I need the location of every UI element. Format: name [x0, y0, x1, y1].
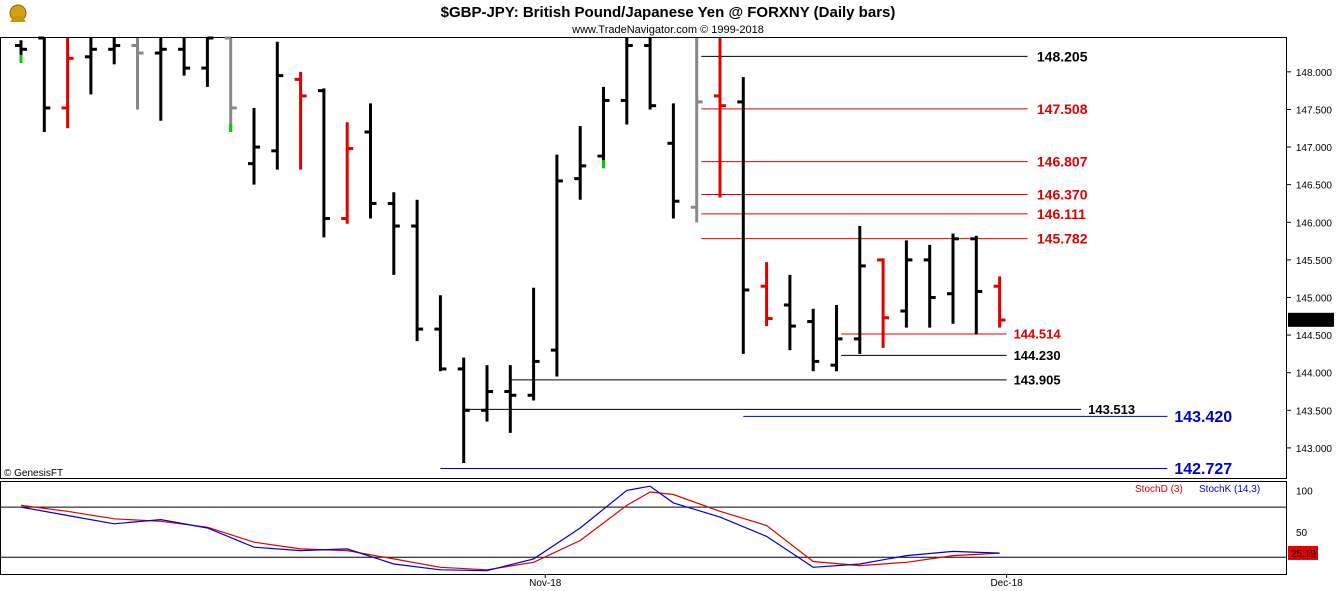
- last-price-label: 144.703: [1295, 316, 1332, 327]
- ohlc-bar: [737, 77, 750, 354]
- ohlc-bar: [550, 154, 563, 377]
- watermark: © GenesisFT: [4, 468, 63, 479]
- stoch-last-value-label: 25.19: [1291, 549, 1316, 560]
- stoch-series-line: [20, 491, 1000, 571]
- price-tick-label: 147.500: [1296, 105, 1333, 116]
- stoch-panel-frame: [0, 481, 1287, 575]
- ohlc-bar: [923, 244, 936, 328]
- trade-navigator-logo-icon: [9, 4, 27, 22]
- price-tick-label: 147.000: [1296, 143, 1333, 154]
- ohlc-bar: [620, 38, 633, 125]
- price-tick-label: 143.000: [1296, 444, 1333, 455]
- stoch-tick-label: 100: [1296, 486, 1313, 497]
- ohlc-bar: [970, 235, 983, 335]
- ohlc-bar: [690, 38, 703, 223]
- ohlc-bar: [667, 103, 680, 219]
- ohlc-bar: [15, 40, 27, 63]
- level-label: 142.727: [1174, 461, 1232, 478]
- ohlc-bar: [807, 308, 820, 372]
- level-label: 143.905: [1014, 372, 1061, 387]
- x-tick-label: Dec-18: [990, 578, 1023, 589]
- ohlc-bar: [411, 199, 424, 342]
- ohlc-bar: [38, 36, 51, 133]
- x-tick-label: Nov-18: [529, 578, 562, 589]
- last-price-box: [1288, 312, 1334, 327]
- level-label: 147.508: [1037, 101, 1088, 117]
- price-tick-label: 145.000: [1296, 293, 1333, 304]
- stoch-series-line: [20, 485, 1000, 572]
- legend-stoch-d: StochD (3): [1135, 484, 1183, 495]
- stoch-last-value-box: [1288, 545, 1318, 560]
- ohlc-bar: [527, 287, 540, 401]
- price-tick-label: 143.500: [1296, 406, 1333, 417]
- ohlc-bar: [317, 88, 330, 238]
- price-panel-frame: [0, 37, 1287, 479]
- level-label: 144.230: [1014, 348, 1061, 363]
- stochastic-plot: [1, 485, 1286, 572]
- level-label: 143.513: [1088, 402, 1135, 417]
- price-tick-label: 145.500: [1296, 256, 1333, 267]
- ohlc-bar: [248, 107, 260, 185]
- ohlc-bar: [644, 38, 657, 110]
- axes: 148.000 147.500 147.000 146.500 146.000 145.5…: [529, 68, 1334, 589]
- level-label: 148.205: [1037, 48, 1088, 64]
- ohlc-bar: [341, 122, 354, 224]
- ohlc-bar: [830, 305, 843, 372]
- ohlc-bar: [201, 36, 214, 87]
- ohlc-bar: [877, 258, 890, 348]
- ohlc-bar: [947, 233, 959, 324]
- ohlc-bar: [783, 274, 796, 351]
- level-label: 144.514: [1014, 327, 1062, 342]
- ohlc-bar: [154, 38, 167, 121]
- ohlc-bar: [481, 365, 493, 422]
- ohlc-bar: [84, 38, 97, 95]
- ohlc-bar: [853, 226, 866, 354]
- ohlc-bar: [457, 357, 470, 463]
- chart-subtitle: www.TradeNavigator.com © 1999-2018: [571, 24, 764, 36]
- level-label: 146.111: [1037, 206, 1086, 222]
- price-tick-label: 148.000: [1296, 68, 1333, 79]
- level-label: 146.370: [1037, 186, 1088, 202]
- price-tick-label: 146.500: [1296, 181, 1333, 192]
- ohlc-bar: [224, 36, 237, 133]
- ohlc-bar: [294, 71, 307, 170]
- ohlc-bar: [61, 38, 74, 129]
- ohlc-bar: [760, 262, 773, 327]
- ohlc-bar: [993, 276, 1006, 328]
- ohlc-bar: [900, 240, 913, 328]
- price-plot: 148.205 147.508 146.807 146.370 146.111 145.7…: [15, 36, 1232, 478]
- price-tick-label: 146.000: [1296, 218, 1333, 229]
- ohlc-bar: [504, 365, 517, 433]
- chart-title: $GBP-JPY: British Pound/Japanese Yen @ F…: [441, 4, 896, 21]
- legend-stoch-k: StochK (14,3): [1199, 484, 1260, 495]
- ohlc-bar: [387, 192, 400, 275]
- ohlc-bar: [574, 126, 587, 200]
- level-label: 146.807: [1037, 153, 1088, 169]
- ohlc-bar: [714, 38, 726, 198]
- ohlc-bar: [178, 38, 191, 76]
- stoch-tick-label: 50: [1296, 528, 1308, 539]
- price-tick-label: 144.500: [1296, 331, 1333, 342]
- level-label: 145.782: [1037, 231, 1088, 247]
- ohlc-bar: [108, 38, 121, 65]
- price-tick-label: 144.000: [1296, 369, 1333, 380]
- ohlc-bar: [434, 295, 447, 372]
- ohlc-bar: [131, 38, 144, 110]
- ohlc-bar: [597, 86, 610, 169]
- ohlc-bar: [271, 41, 284, 170]
- level-label: 143.420: [1174, 409, 1232, 426]
- ohlc-bar: [364, 103, 377, 219]
